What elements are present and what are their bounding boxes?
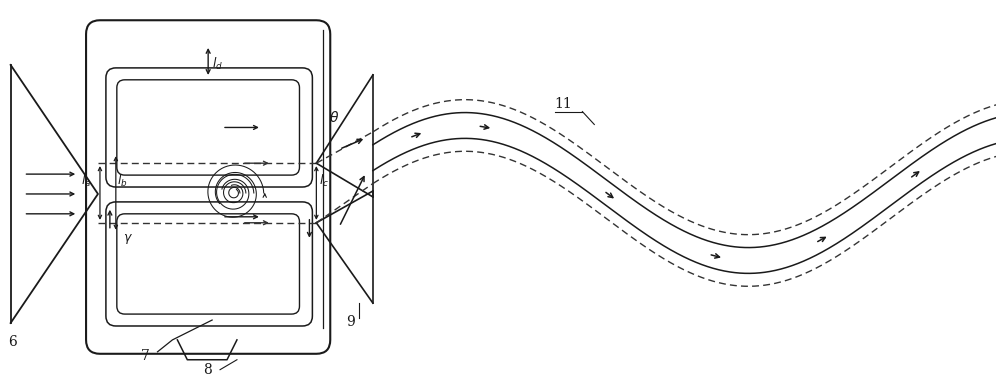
Text: 11: 11 (555, 97, 572, 111)
Text: $l_d$: $l_d$ (212, 56, 223, 72)
Text: $l_c$: $l_c$ (319, 173, 329, 189)
Text: $l_a$: $l_a$ (81, 173, 91, 189)
Text: $\gamma$: $\gamma$ (123, 232, 133, 246)
Text: 7: 7 (141, 349, 150, 363)
Text: $l_b$: $l_b$ (117, 173, 127, 189)
Text: $\theta$: $\theta$ (329, 110, 339, 125)
Text: 8: 8 (203, 363, 212, 377)
Text: 6: 6 (8, 335, 16, 349)
Text: 9: 9 (346, 315, 355, 329)
